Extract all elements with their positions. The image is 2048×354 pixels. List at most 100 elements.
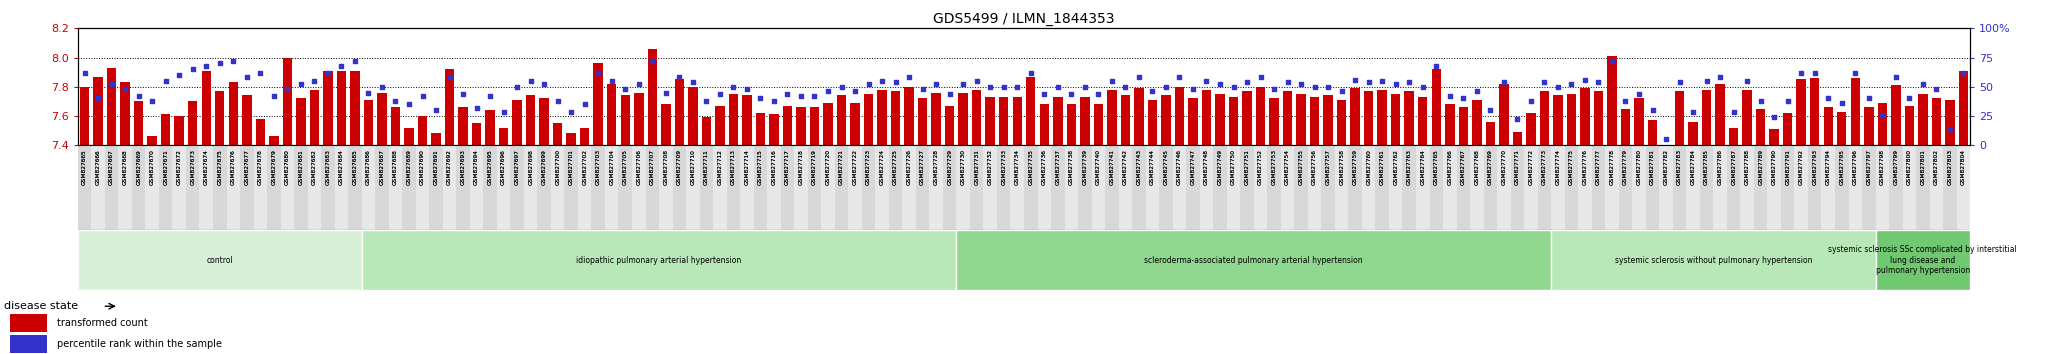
- Point: [1839, 70, 1872, 75]
- Text: GSM827678: GSM827678: [258, 149, 262, 185]
- Bar: [322, 145, 334, 230]
- Bar: [1403, 145, 1415, 230]
- Bar: [1446, 104, 1454, 145]
- Bar: [1417, 97, 1427, 145]
- Text: GSM827761: GSM827761: [1380, 149, 1384, 185]
- Text: GSM827665: GSM827665: [82, 149, 88, 185]
- Point: [1622, 91, 1655, 97]
- Text: GSM827692: GSM827692: [446, 149, 453, 185]
- Text: GSM827773: GSM827773: [1542, 149, 1546, 185]
- Text: GSM827799: GSM827799: [1892, 149, 1898, 185]
- Text: GSM827778: GSM827778: [1610, 149, 1614, 185]
- Bar: [1012, 97, 1022, 145]
- Bar: [1118, 145, 1133, 230]
- Point: [1069, 84, 1102, 90]
- Text: GSM827791: GSM827791: [1786, 149, 1790, 185]
- Text: GSM827742: GSM827742: [1122, 149, 1128, 185]
- Bar: [1688, 122, 1698, 145]
- Text: GSM827731: GSM827731: [975, 149, 979, 185]
- Text: GSM827680: GSM827680: [285, 149, 291, 185]
- Point: [1014, 70, 1047, 75]
- Bar: [1794, 145, 1808, 230]
- Text: GSM827782: GSM827782: [1663, 149, 1669, 185]
- Text: GSM827704: GSM827704: [608, 149, 614, 185]
- Point: [717, 84, 750, 90]
- Point: [905, 86, 938, 92]
- Bar: [334, 145, 348, 230]
- Point: [1393, 79, 1425, 85]
- Point: [1366, 78, 1399, 84]
- Text: GSM827718: GSM827718: [799, 149, 803, 185]
- Text: GSM827728: GSM827728: [934, 149, 938, 185]
- Text: GSM827792: GSM827792: [1798, 149, 1804, 185]
- Text: GSM827665: GSM827665: [82, 149, 88, 185]
- Text: GSM827792: GSM827792: [1798, 149, 1804, 185]
- Text: GSM827726: GSM827726: [907, 149, 911, 185]
- Bar: [1497, 145, 1511, 230]
- Text: GSM827700: GSM827700: [555, 149, 561, 185]
- Text: GSM827768: GSM827768: [1475, 149, 1479, 185]
- Bar: [1741, 145, 1753, 230]
- Bar: [647, 49, 657, 145]
- Text: GSM827668: GSM827668: [123, 149, 127, 185]
- Bar: [1241, 145, 1253, 230]
- Point: [1948, 70, 1980, 75]
- Bar: [551, 145, 565, 230]
- Bar: [1280, 145, 1294, 230]
- Text: GSM827735: GSM827735: [1028, 149, 1034, 185]
- Title: GDS5499 / ILMN_1844353: GDS5499 / ILMN_1844353: [934, 12, 1114, 26]
- Text: GSM827686: GSM827686: [367, 149, 371, 185]
- Text: GSM827695: GSM827695: [487, 149, 494, 185]
- Text: GSM827743: GSM827743: [1137, 149, 1141, 185]
- Text: GSM827762: GSM827762: [1393, 149, 1399, 185]
- Text: GSM827788: GSM827788: [1745, 149, 1749, 185]
- Bar: [741, 96, 752, 145]
- Point: [1784, 70, 1817, 75]
- Text: GSM827783: GSM827783: [1677, 149, 1681, 185]
- Text: GSM827749: GSM827749: [1217, 149, 1223, 185]
- Bar: [1714, 145, 1726, 230]
- Bar: [1296, 94, 1307, 145]
- Bar: [1700, 145, 1714, 230]
- Text: GSM827765: GSM827765: [1434, 149, 1440, 185]
- Point: [541, 98, 573, 104]
- Text: GSM827788: GSM827788: [1745, 149, 1749, 185]
- Text: GSM827676: GSM827676: [231, 149, 236, 185]
- Text: GSM827728: GSM827728: [934, 149, 938, 185]
- Text: GSM827733: GSM827733: [1001, 149, 1006, 185]
- Text: GSM827684: GSM827684: [338, 149, 344, 185]
- Bar: [1174, 145, 1186, 230]
- Text: GSM827751: GSM827751: [1245, 149, 1249, 185]
- Text: GSM827672: GSM827672: [176, 149, 182, 185]
- Text: GSM827729: GSM827729: [946, 149, 952, 185]
- Point: [109, 86, 141, 92]
- Text: GSM827775: GSM827775: [1569, 149, 1575, 185]
- Bar: [1389, 145, 1403, 230]
- Point: [664, 75, 696, 80]
- Text: GSM827747: GSM827747: [1190, 149, 1196, 185]
- Point: [1257, 86, 1290, 92]
- Point: [1880, 75, 1913, 80]
- Bar: [633, 145, 645, 230]
- Bar: [768, 145, 780, 230]
- Bar: [1917, 145, 1929, 230]
- Bar: [1483, 145, 1497, 230]
- Text: GSM827751: GSM827751: [1245, 149, 1249, 185]
- Bar: [942, 145, 956, 230]
- Point: [1243, 75, 1278, 80]
- Bar: [227, 145, 240, 230]
- Text: GSM827736: GSM827736: [1042, 149, 1047, 185]
- Bar: [1120, 96, 1130, 145]
- Text: GSM827759: GSM827759: [1352, 149, 1358, 185]
- Text: GSM827745: GSM827745: [1163, 149, 1169, 185]
- Point: [1690, 78, 1722, 84]
- Text: GSM827713: GSM827713: [731, 149, 735, 185]
- Text: GSM827803: GSM827803: [1948, 149, 1952, 185]
- Text: GSM827801: GSM827801: [1921, 149, 1925, 185]
- Bar: [864, 94, 872, 145]
- Text: GSM827766: GSM827766: [1448, 149, 1452, 185]
- Text: control: control: [207, 256, 233, 265]
- Bar: [418, 116, 428, 145]
- Text: percentile rank within the sample: percentile rank within the sample: [57, 339, 223, 349]
- Bar: [1958, 71, 1968, 145]
